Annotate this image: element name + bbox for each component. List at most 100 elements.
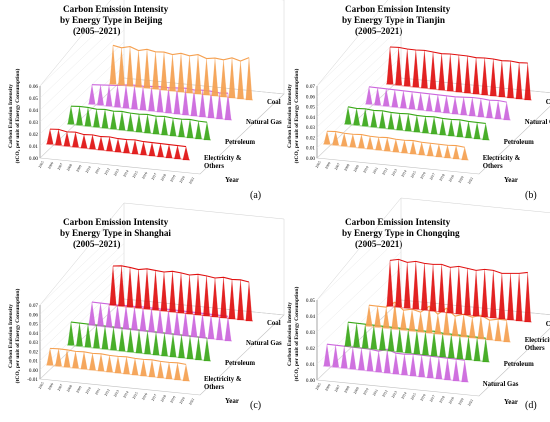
- y-tick-label: 0.02: [29, 349, 38, 355]
- series-line: [347, 106, 486, 124]
- x-axis-title: Year: [504, 398, 518, 406]
- series-line: [112, 44, 250, 62]
- x-tick-label: 2014: [400, 391, 407, 399]
- data-spike: [211, 277, 219, 318]
- x-axis-title: Year: [504, 176, 518, 184]
- grid-line: [39, 53, 125, 135]
- data-spike: [67, 106, 75, 125]
- x-tick-label: 2008: [66, 384, 73, 392]
- data-spike: [323, 131, 331, 145]
- y-axis-title-line: (tCO₂ per unit of Energy Consumption): [293, 69, 300, 164]
- grid-line: [39, 280, 125, 361]
- series-line: [49, 347, 187, 365]
- y-axis-title-line: (tCO₂ per unit of Energy Consumption): [293, 287, 300, 382]
- series-label: Coal: [546, 99, 550, 106]
- grid-line: [39, 29, 125, 111]
- data-spike: [169, 271, 176, 313]
- x-tick-label: 2019: [169, 174, 176, 182]
- data-spike: [118, 265, 125, 307]
- y-tick-label: 0.00: [306, 156, 315, 162]
- data-spike: [515, 62, 523, 100]
- series-layer: Electricity &Others: [322, 130, 521, 170]
- wall-edge: [316, 0, 389, 87]
- series-base: [87, 103, 233, 121]
- data-spike: [177, 272, 185, 314]
- data-spike: [374, 306, 381, 328]
- data-spike: [472, 270, 480, 317]
- x-tick-label: 2005: [38, 381, 45, 389]
- x-tick-label: 2021: [467, 176, 474, 184]
- data-spike: [353, 323, 360, 348]
- data-spike: [386, 260, 394, 307]
- series-label: Electricity &: [525, 337, 550, 344]
- x-tick-label: 2014: [122, 169, 129, 177]
- series-label: Petroleum: [225, 360, 255, 367]
- x-tick-label: 2016: [420, 393, 427, 401]
- series-line: [389, 258, 528, 274]
- panel-tag: (c): [250, 400, 261, 411]
- data-spike: [403, 262, 411, 309]
- x-tick-label: 2018: [439, 395, 446, 403]
- y-tick-label: 0.03: [29, 340, 38, 346]
- data-spike: [323, 344, 331, 367]
- x-tick-label: 2015: [410, 170, 417, 178]
- grid-line: [39, 65, 125, 147]
- data-spike: [498, 273, 506, 320]
- data-spike: [464, 56, 471, 94]
- x-tick-label: 2013: [113, 168, 120, 176]
- data-spike: [412, 261, 420, 310]
- x-tick-label: 2014: [400, 169, 407, 177]
- y-tick-label: 0.00: [29, 156, 38, 162]
- series-base: [108, 83, 254, 101]
- data-spike: [228, 57, 236, 99]
- x-tick-label: 2016: [141, 392, 148, 400]
- data-spike: [524, 63, 532, 101]
- y-tick-label: 0.04: [306, 115, 315, 121]
- y-tick-label: 0.06: [29, 84, 38, 90]
- x-tick-label: 2018: [160, 394, 167, 402]
- series-base: [66, 344, 212, 362]
- data-spike: [429, 52, 437, 90]
- series-line: [368, 86, 507, 103]
- series-label: Electricity &: [204, 376, 242, 383]
- y-tick-label: 0.00: [29, 368, 38, 374]
- series-base: [322, 365, 469, 383]
- data-spike: [126, 46, 134, 87]
- x-tick-label: 2019: [448, 396, 455, 404]
- grid-line: [39, 41, 125, 123]
- x-tick-label: 2016: [420, 171, 427, 179]
- x-tick-label: 2012: [381, 389, 388, 397]
- x-tick-label: 2013: [391, 390, 398, 398]
- data-spike: [55, 129, 62, 146]
- x-tick-label: 2020: [458, 175, 465, 183]
- series-layer: Natural Gas: [364, 86, 550, 126]
- data-spike: [365, 86, 373, 105]
- x-tick-label: 2008: [343, 385, 350, 393]
- data-spike: [455, 266, 463, 315]
- grid-line: [316, 5, 402, 87]
- wall-edge: [39, 202, 125, 306]
- data-spike: [97, 84, 104, 106]
- grid-line: [316, 235, 402, 317]
- data-spike: [237, 279, 244, 321]
- x-tick-label: 2007: [334, 384, 341, 392]
- chart-title-line: (2005–2021): [73, 26, 120, 36]
- series-layer: Electricity &Others: [45, 128, 242, 170]
- data-spike: [524, 272, 532, 323]
- series-line: [49, 128, 187, 148]
- x-tick-label: 2014: [122, 390, 129, 398]
- x-tick-label: 2011: [372, 166, 379, 174]
- x-tick-label: 2006: [324, 161, 331, 169]
- y-tick-label: 0.01: [29, 144, 38, 150]
- data-spike: [455, 55, 463, 93]
- x-tick-label: 2020: [458, 397, 465, 405]
- series-layer: Petroleum: [343, 106, 534, 146]
- series-base: [87, 324, 233, 342]
- panel-tag: (a): [250, 190, 261, 201]
- x-tick-label: 2013: [391, 168, 398, 176]
- data-spike: [228, 279, 236, 320]
- data-spike: [143, 49, 151, 89]
- series-layer: Coal: [385, 258, 550, 328]
- grid-line: [316, 36, 402, 118]
- y-tick-label: 0.02: [29, 132, 38, 138]
